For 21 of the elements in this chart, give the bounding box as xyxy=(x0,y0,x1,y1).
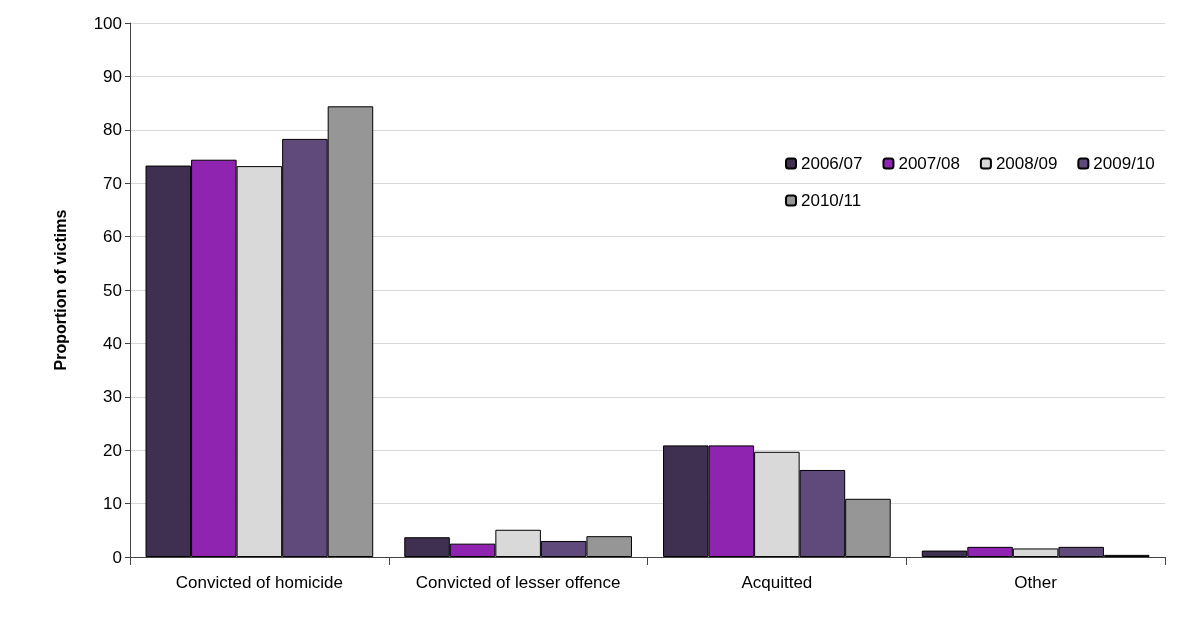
legend-label: 2006/07 xyxy=(801,154,863,173)
x-tick-label: Acquitted xyxy=(741,572,813,592)
x-tick-label: Convicted of lesser offence xyxy=(415,572,621,592)
y-tick-label: 100 xyxy=(93,13,122,33)
legend-label: 2009/10 xyxy=(1093,154,1155,173)
y-tick-label: 0 xyxy=(112,547,122,567)
y-tick-label: 40 xyxy=(103,333,122,353)
y-tick-label: 90 xyxy=(103,66,122,86)
legend-label: 2010/11 xyxy=(801,191,862,210)
x-tick-label: Convicted of homicide xyxy=(175,572,344,592)
y-tick-label: 80 xyxy=(103,120,122,140)
y-tick-label: 60 xyxy=(103,227,122,247)
legend-label: 2008/09 xyxy=(995,154,1058,173)
x-tick-label: Other xyxy=(1014,572,1058,592)
legend-label: 2007/08 xyxy=(898,154,960,173)
y-tick-label: 50 xyxy=(103,280,122,300)
y-tick-label: 20 xyxy=(103,440,122,460)
y-axis-title: Proportion of victims xyxy=(51,209,69,371)
y-tick-label: 30 xyxy=(103,387,122,407)
y-tick-label: 10 xyxy=(103,494,122,514)
y-tick-label: 70 xyxy=(103,173,122,193)
